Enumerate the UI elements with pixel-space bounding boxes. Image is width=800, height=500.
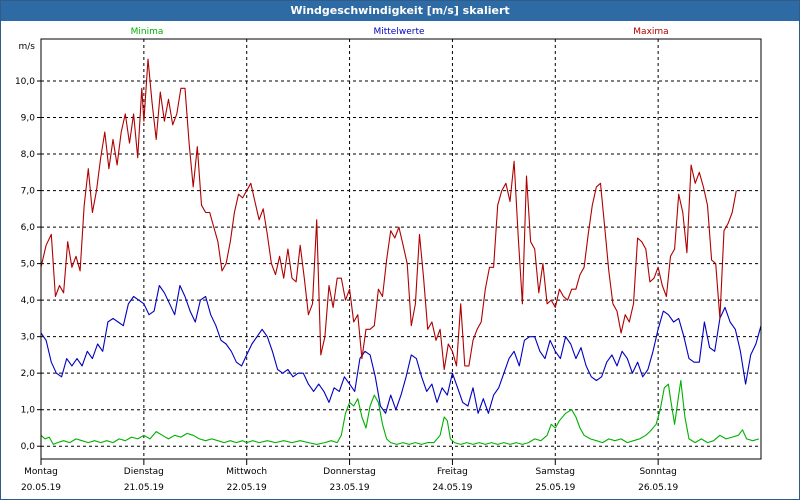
legend: Minima Mittelwerte Maxima — [131, 27, 669, 37]
y-tick-label: 6,0 — [21, 223, 36, 233]
y-tick-label: 1,0 — [21, 406, 36, 416]
series-line-mittelwerte — [40, 284, 762, 414]
x-tick-date: 20.05.19 — [21, 483, 61, 493]
y-axis-unit: m/s — [19, 42, 36, 52]
x-tick-date: 22.05.19 — [227, 483, 267, 493]
y-tick-label: 7,0 — [21, 187, 36, 197]
y-tick-label: 3,0 — [21, 333, 36, 343]
series-line-maxima — [40, 58, 737, 371]
legend-entry-maxima: Maxima — [633, 27, 668, 37]
x-tick-weekday: Donnerstag — [323, 467, 376, 477]
x-tick-date: 26.05.19 — [638, 483, 678, 493]
y-tick-label: 5,0 — [21, 260, 36, 270]
x-tick-weekday: Mittwoch — [226, 467, 267, 477]
grid-lines — [41, 39, 761, 459]
x-tick-weekday: Samstag — [536, 467, 575, 477]
y-tick-label: 10,0 — [15, 77, 35, 87]
x-tick-date: 24.05.19 — [432, 483, 472, 493]
y-tick-label: 8,0 — [21, 150, 36, 160]
x-tick-weekday: Sonntag — [639, 467, 676, 477]
x-axis: Montag 20.05.19 Dienstag 21.05.19 Mittwoch 22… — [21, 459, 678, 493]
x-tick-date: 25.05.19 — [535, 483, 575, 493]
y-tick-label: 4,0 — [21, 296, 36, 306]
series-lines — [40, 58, 762, 445]
x-tick-date: 21.05.19 — [124, 483, 164, 493]
x-tick-weekday: Freitag — [437, 467, 468, 477]
x-tick-weekday: Dienstag — [124, 467, 164, 477]
wind-speed-chart: 0,0 1,0 2,0 3,0 4,0 5,0 6,0 7,0 8,0 9,0 10,0 m/s Mo… — [15, 27, 762, 493]
chart-title: Windgeschwindigkeit [m/s] skaliert — [1, 1, 799, 21]
legend-entry-mittelwerte: Mittelwerte — [373, 27, 424, 37]
x-tick-weekday: Montag — [24, 467, 58, 477]
y-axis: 0,0 1,0 2,0 3,0 4,0 5,0 6,0 7,0 8,0 9,0 10,0 m/s — [15, 42, 41, 452]
x-tick-date: 23.05.19 — [330, 483, 370, 493]
y-tick-label: 2,0 — [21, 369, 36, 379]
series-line-minima — [40, 379, 760, 445]
y-tick-label: 9,0 — [21, 114, 36, 124]
legend-entry-minima: Minima — [131, 27, 164, 37]
plot-frame — [40, 38, 762, 460]
y-tick-label: 0,0 — [21, 442, 36, 452]
